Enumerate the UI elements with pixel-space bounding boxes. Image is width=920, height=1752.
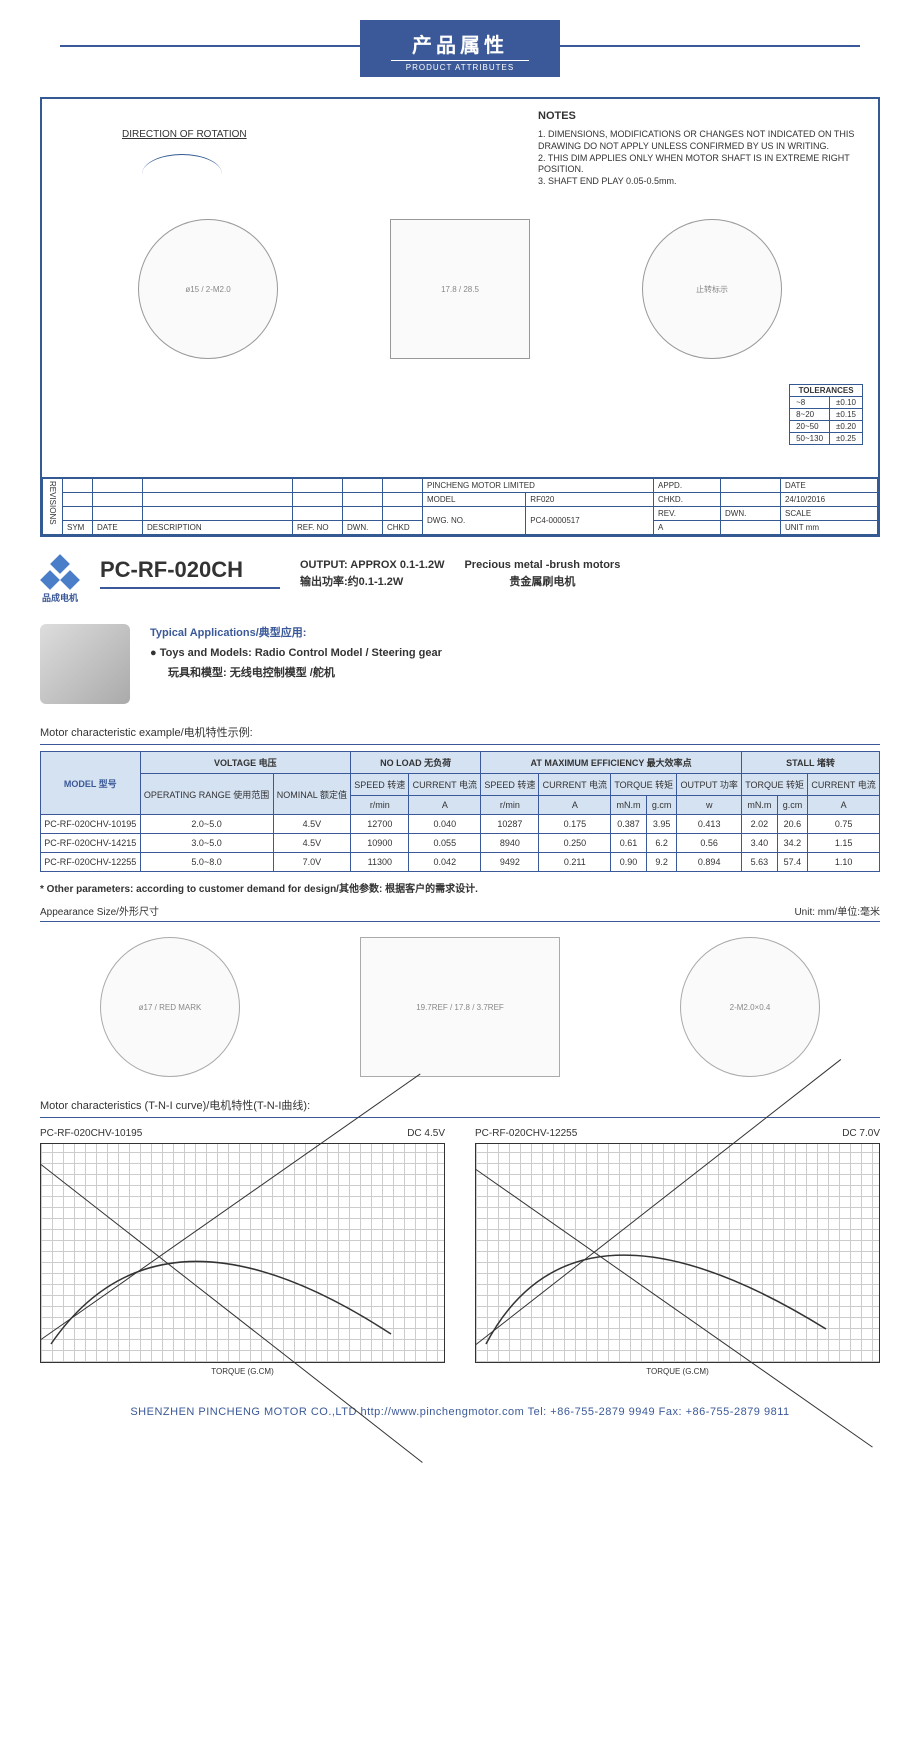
curve-xlabel: TORQUE (G.CM) [475, 1367, 880, 1376]
title-block: REVISIONS PINCHENG MOTOR LIMITED APPD. D… [42, 477, 878, 535]
dim-back-icon: 2-M2.0×0.4 [680, 937, 820, 1077]
curve-left: PC-RF-020CHV-10195 DC 4.5V TORQUE (G.CM) [40, 1128, 445, 1376]
curves-title: Motor characteristics (T-N-I curve)/电机特性… [40, 1097, 880, 1118]
engineering-drawing: DIRECTION OF ROTATION NOTES 1. DIMENSION… [40, 97, 880, 537]
product-title: PC-RF-020CH [100, 557, 280, 589]
notes-title: NOTES [538, 109, 858, 123]
curve-voltage: DC 4.5V [407, 1128, 445, 1139]
dim-front-icon: ø17 / RED MARK [100, 937, 240, 1077]
col-model: MODEL 型号 [41, 752, 141, 815]
header-en: PRODUCT ATTRIBUTES [391, 60, 529, 72]
other-params-note: * Other parameters: according to custome… [40, 880, 880, 895]
dim-side-icon: 19.7REF / 17.8 / 3.7REF [360, 937, 560, 1077]
appearance-title: Appearance Size/外形尺寸 [40, 903, 159, 918]
char-table-title: Motor characteristic example/电机特性示例: [40, 724, 880, 745]
product-output: OUTPUT: APPROX 0.1-1.2W 输出功率:约0.1-1.2W [300, 557, 444, 590]
curve-p-icon [476, 1144, 879, 1362]
curve-p-icon [41, 1144, 444, 1362]
header-badge: 产品属性 PRODUCT ATTRIBUTES [360, 20, 560, 77]
technical-views: ø15 / 2-M2.0 17.8 / 28.5 止转标示 [82, 219, 838, 359]
rotation-arc-icon [142, 154, 222, 174]
curve-model: PC-RF-020CHV-12255 [475, 1128, 577, 1139]
table-row: PC-RF-020CHV-101952.0~5.04.5V127000.0401… [41, 815, 880, 834]
header-cn: 产品属性 [391, 29, 529, 58]
table-row: PC-RF-020CHV-142153.0~5.04.5V109000.0558… [41, 834, 880, 853]
applications-row: Typical Applications/典型应用: Toys and Mode… [40, 624, 880, 704]
curve-xlabel: TORQUE (G.CM) [40, 1367, 445, 1376]
back-view-icon: 止转标示 [642, 219, 782, 359]
appearance-header: Appearance Size/外形尺寸 Unit: mm/单位:毫米 [40, 903, 880, 922]
header-section: 产品属性 PRODUCT ATTRIBUTES [0, 0, 920, 87]
company-logo: 品成电机 [40, 557, 80, 604]
motor-photo-icon [40, 624, 130, 704]
logo-icon [40, 557, 80, 587]
curve-chart-right [475, 1143, 880, 1363]
product-type: Precious metal -brush motors 贵金属刷电机 [464, 557, 620, 590]
side-view-icon: 17.8 / 28.5 [390, 219, 530, 359]
curve-chart-left [40, 1143, 445, 1363]
product-header: 品成电机 PC-RF-020CH OUTPUT: APPROX 0.1-1.2W… [40, 557, 880, 604]
app-title: Typical Applications/典型应用: [150, 624, 442, 644]
front-view-icon: ø15 / 2-M2.0 [138, 219, 278, 359]
curve-voltage: DC 7.0V [842, 1128, 880, 1139]
curves-section: PC-RF-020CHV-10195 DC 4.5V TORQUE (G.CM)… [40, 1128, 880, 1376]
drawing-notes: NOTES 1. DIMENSIONS, MODIFICATIONS OR CH… [538, 109, 858, 188]
table-row: PC-RF-020CHV-122555.0~8.07.0V113000.0429… [41, 853, 880, 872]
curve-right: PC-RF-020CHV-12255 DC 7.0V TORQUE (G.CM) [475, 1128, 880, 1376]
app-item-cn: 玩具和模型: 无线电控制模型 /舵机 [168, 664, 442, 684]
footer: SHENZHEN PINCHENG MOTOR CO.,LTD http://w… [0, 1406, 920, 1418]
rotation-label: DIRECTION OF ROTATION [122, 129, 247, 140]
logo-text: 品成电机 [40, 591, 80, 604]
tol-title: TOLERANCES [790, 385, 863, 397]
app-item: Toys and Models: Radio Control Model / S… [150, 644, 442, 664]
note-line: 3. SHAFT END PLAY 0.05-0.5mm. [538, 176, 858, 188]
curve-model: PC-RF-020CHV-10195 [40, 1128, 142, 1139]
characteristics-table: MODEL 型号 VOLTAGE 电压 NO LOAD 无负荷 AT MAXIM… [40, 751, 880, 872]
note-line: 1. DIMENSIONS, MODIFICATIONS OR CHANGES … [538, 129, 858, 152]
appearance-unit: Unit: mm/单位:毫米 [794, 903, 880, 918]
applications: Typical Applications/典型应用: Toys and Mode… [150, 624, 442, 683]
dimension-views: ø17 / RED MARK 19.7REF / 17.8 / 3.7REF 2… [40, 937, 880, 1077]
tolerance-table: TOLERANCES ~8±0.10 8~20±0.15 20~50±0.20 … [789, 384, 863, 445]
note-line: 2. THIS DIM APPLIES ONLY WHEN MOTOR SHAF… [538, 153, 858, 176]
